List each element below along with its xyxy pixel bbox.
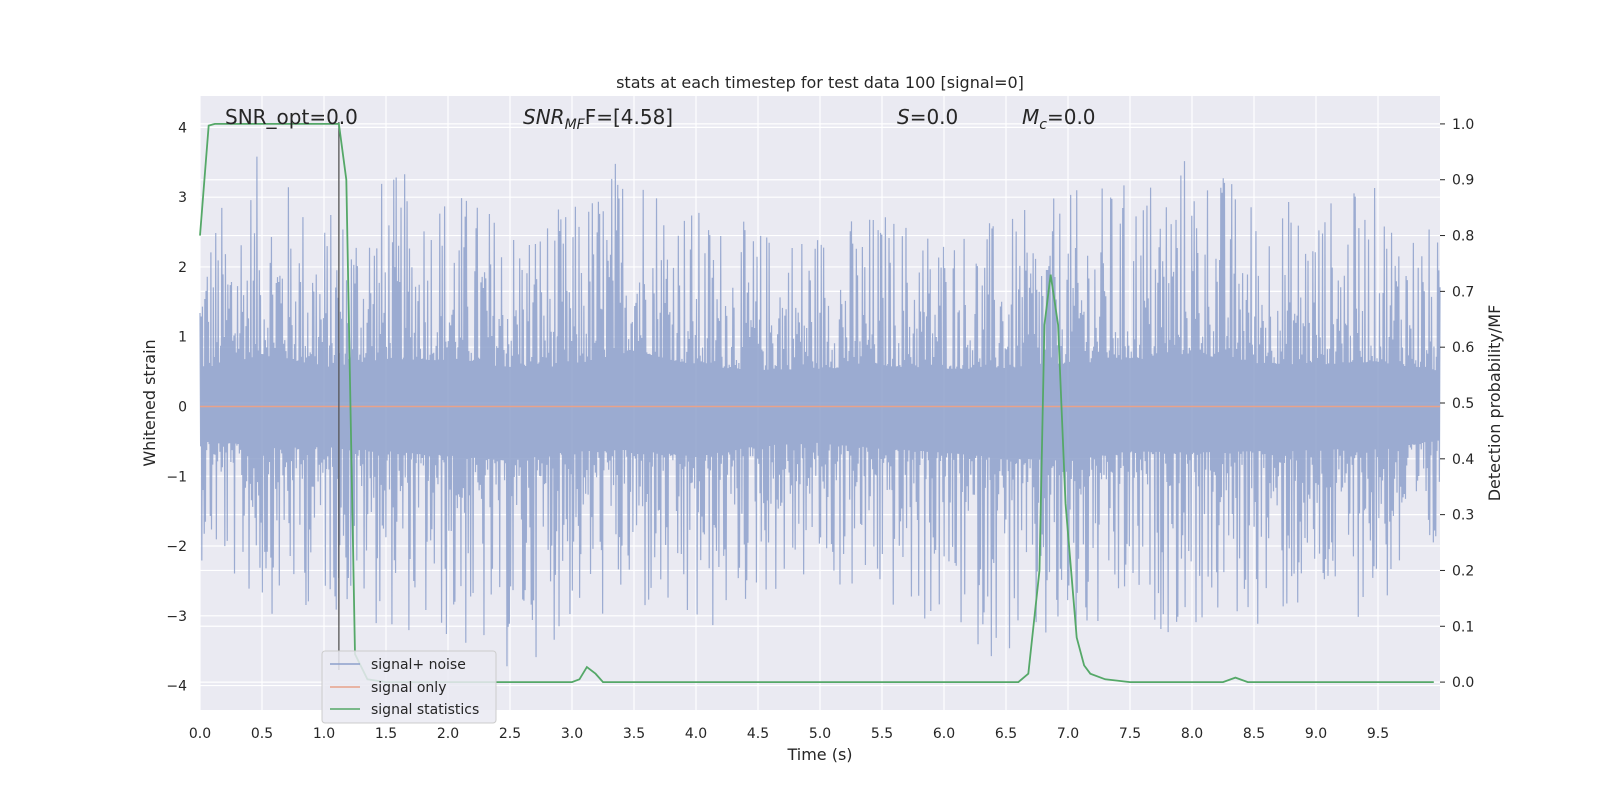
x-tick-label: 5.5	[871, 726, 893, 742]
annotation-mc-rest: =0.0	[1047, 105, 1096, 129]
legend-label-signal-only: signal only	[371, 680, 446, 696]
annotation-mc-italic: M	[1022, 105, 1039, 129]
y-axis-label-right: Detection probability/MF	[1485, 305, 1504, 502]
legend: signal+ noise signal only signal statist…	[321, 650, 497, 724]
y-tick-label-right: 0.7	[1452, 284, 1474, 300]
legend-box	[321, 650, 497, 724]
y-tick-label-left: 4	[178, 120, 187, 136]
annotation-mc-sub: c	[1039, 117, 1047, 133]
legend-label-signal-noise: signal+ noise	[371, 657, 466, 673]
y-tick-label-right: 0.6	[1452, 340, 1474, 356]
y-axis-label-left: Whitened strain	[140, 339, 159, 466]
x-tick-label: 9.5	[1367, 726, 1389, 742]
x-tick-label: 1.0	[313, 726, 335, 742]
annotation-s: S=0.0	[897, 105, 958, 129]
y-tick-labels-right: 0.0 0.1 0.2 0.3 0.4 0.5 0.6 0.7 0.8 0.9 1.0	[1440, 117, 1474, 691]
x-tick-label: 2.0	[437, 726, 459, 742]
y-tick-label-left: 3	[178, 190, 187, 206]
y-tick-label-left: 0	[178, 399, 187, 415]
y-tick-label-left: 2	[178, 260, 187, 276]
x-tick-labels: 0.0 0.5 1.0 1.5 2.0 2.5 3.0 3.5 4.0 4.5 5.0 5.5 6.0 6…	[189, 726, 1389, 742]
series-line-signal-noise	[199, 156, 1441, 667]
annotation-snr-mf: SNRMFF=[4.58]	[523, 105, 673, 133]
y-tick-label-right: 0.0	[1452, 675, 1474, 691]
annotation-snr-mf-italic: SNR	[523, 105, 565, 129]
x-tick-label: 5.0	[809, 726, 831, 742]
y-tick-label-left: −3	[166, 609, 187, 625]
x-tick-label: 6.0	[933, 726, 955, 742]
y-tick-label-right: 0.9	[1452, 173, 1474, 189]
y-tick-label-right: 1.0	[1452, 117, 1474, 133]
y-tick-labels-left: −4 −3 −2 −1 0 1 2 3 4	[166, 120, 187, 694]
x-tick-label: 7.5	[1119, 726, 1141, 742]
x-tick-label: 6.5	[995, 726, 1017, 742]
plot-area	[199, 96, 1441, 710]
annotation-snr-mf-sub: MF	[565, 117, 586, 133]
x-tick-label: 1.5	[375, 726, 397, 742]
annotation-s-italic: S	[897, 105, 910, 129]
annotation-mc: Mc=0.0	[1022, 105, 1096, 133]
x-tick-label: 0.5	[251, 726, 273, 742]
y-tick-label-right: 0.3	[1452, 508, 1474, 524]
y-tick-label-left: −4	[166, 679, 187, 695]
series-line-signal-statistics	[199, 123, 1434, 683]
x-tick-label: 3.0	[561, 726, 583, 742]
y-tick-label-left: 1	[178, 330, 187, 346]
x-tick-label: 9.0	[1305, 726, 1327, 742]
annotation-snr-mf-rest: F=[4.58]	[585, 105, 673, 129]
annotations: SNR_opt=0.0 SNRMFF=[4.58] S=0.0 Mc=0.0	[225, 105, 1096, 133]
y-tick-label-right: 0.2	[1452, 563, 1474, 579]
x-axis-label: Time (s)	[786, 745, 852, 764]
x-tick-label: 3.5	[623, 726, 645, 742]
chart-title: stats at each timestep for test data 100…	[616, 73, 1024, 92]
series-signal-noise	[199, 156, 1441, 667]
x-tick-label: 2.5	[499, 726, 521, 742]
y-tick-label-left: −1	[166, 469, 187, 485]
x-tick-label: 7.0	[1057, 726, 1079, 742]
series-signal-statistics	[199, 123, 1434, 683]
y-tick-label-left: −2	[166, 539, 187, 555]
y-tick-label-right: 0.4	[1452, 452, 1474, 468]
y-tick-label-right: 0.5	[1452, 396, 1474, 412]
x-tick-label: 8.0	[1181, 726, 1203, 742]
x-tick-label: 4.5	[747, 726, 769, 742]
x-tick-label: 0.0	[189, 726, 211, 742]
legend-label-signal-statistics: signal statistics	[371, 702, 479, 718]
x-tick-label: 8.5	[1243, 726, 1265, 742]
x-tick-label: 4.0	[685, 726, 707, 742]
y-tick-label-right: 0.1	[1452, 619, 1474, 635]
annotation-s-rest: =0.0	[910, 105, 959, 129]
y-tick-label-right: 0.8	[1452, 229, 1474, 245]
annotation-snr-opt: SNR_opt=0.0	[225, 105, 358, 129]
